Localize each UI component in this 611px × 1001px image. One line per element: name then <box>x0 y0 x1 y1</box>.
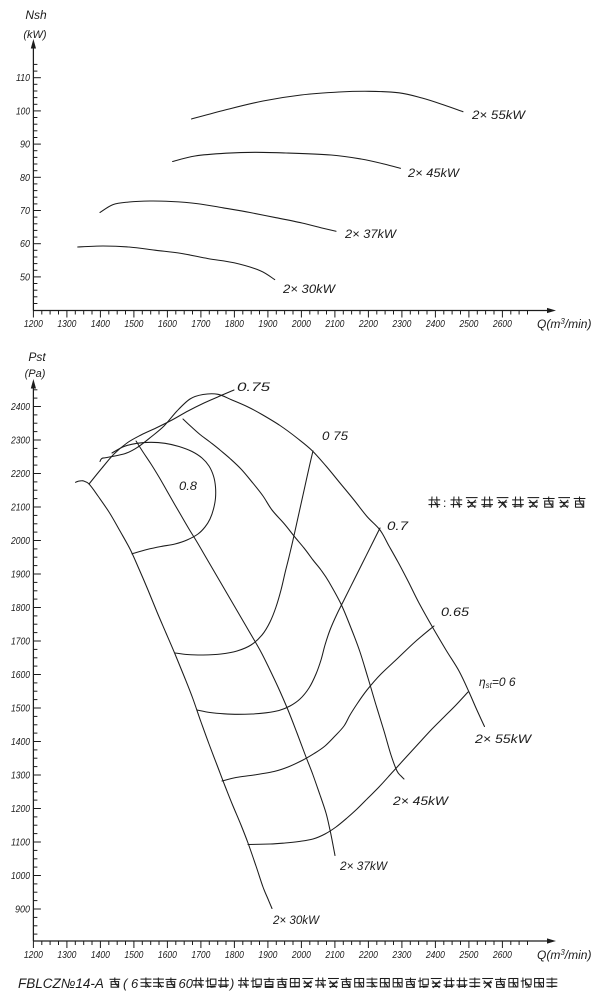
svg-text:2300: 2300 <box>10 435 30 447</box>
svg-text:1200: 1200 <box>11 803 30 815</box>
svg-text:2100: 2100 <box>10 502 30 514</box>
svg-text:1500: 1500 <box>124 949 143 961</box>
svg-text::: : <box>443 496 446 510</box>
svg-text:2× 55kW: 2× 55kW <box>471 108 527 122</box>
svg-text:2× 55kW: 2× 55kW <box>474 732 533 746</box>
svg-text:2× 37kW: 2× 37kW <box>344 227 398 241</box>
svg-text:): ) <box>228 976 234 991</box>
svg-text:1800: 1800 <box>225 318 244 330</box>
svg-text:2400: 2400 <box>425 318 445 330</box>
svg-text:(kW): (kW) <box>23 29 47 41</box>
svg-text:2× 45kW: 2× 45kW <box>407 166 461 180</box>
svg-text:1400: 1400 <box>91 318 110 330</box>
svg-text:2400: 2400 <box>10 401 30 413</box>
svg-text:0.75: 0.75 <box>237 380 270 394</box>
svg-text:90: 90 <box>20 139 30 151</box>
svg-text:0 75: 0 75 <box>322 429 348 443</box>
svg-text:1700: 1700 <box>11 636 30 648</box>
svg-text:1600: 1600 <box>158 318 177 330</box>
svg-text:2600: 2600 <box>492 318 512 330</box>
svg-text:2300: 2300 <box>392 318 412 330</box>
svg-text:2000: 2000 <box>10 535 30 547</box>
svg-text:1500: 1500 <box>124 318 143 330</box>
svg-text:1500: 1500 <box>11 703 30 715</box>
svg-text:1000: 1000 <box>11 870 30 882</box>
svg-text:100: 100 <box>16 105 30 117</box>
svg-text:Q(m3/min): Q(m3/min) <box>537 317 591 331</box>
svg-text:2500: 2500 <box>459 318 479 330</box>
svg-text:0.7: 0.7 <box>387 519 410 533</box>
svg-text:2100: 2100 <box>325 949 345 961</box>
svg-text:1300: 1300 <box>57 949 76 961</box>
svg-text:80: 80 <box>20 172 30 184</box>
svg-text:2200: 2200 <box>358 318 378 330</box>
svg-text:2100: 2100 <box>325 318 345 330</box>
svg-text:2× 37kW: 2× 37kW <box>339 859 389 873</box>
svg-text:70: 70 <box>20 205 30 217</box>
svg-text:1600: 1600 <box>158 949 177 961</box>
svg-text:1300: 1300 <box>57 318 76 330</box>
svg-text:0.8: 0.8 <box>179 479 197 493</box>
svg-text:1200: 1200 <box>24 949 43 961</box>
svg-text:1800: 1800 <box>225 949 244 961</box>
svg-text:FBLCZ№14-A: FBLCZ№14-A <box>18 976 104 991</box>
svg-text:900: 900 <box>15 904 30 916</box>
svg-text:50: 50 <box>20 271 30 283</box>
svg-text:ηst=0 6: ηst=0 6 <box>479 675 516 690</box>
svg-text:1800: 1800 <box>11 602 30 614</box>
svg-text:0.65: 0.65 <box>441 605 469 619</box>
svg-text:1400: 1400 <box>11 736 30 748</box>
svg-text:60: 60 <box>20 238 30 250</box>
svg-text:1300: 1300 <box>11 770 30 782</box>
svg-text:2000: 2000 <box>291 318 311 330</box>
svg-text:2300: 2300 <box>392 949 412 961</box>
svg-text:1900: 1900 <box>11 569 30 581</box>
svg-text:2× 45kW: 2× 45kW <box>392 794 450 808</box>
svg-text:1400: 1400 <box>91 949 110 961</box>
svg-text:2600: 2600 <box>492 949 512 961</box>
svg-text:2200: 2200 <box>358 949 378 961</box>
svg-text:1600: 1600 <box>11 669 30 681</box>
svg-text:(Pa): (Pa) <box>25 368 46 380</box>
svg-text:1900: 1900 <box>258 949 277 961</box>
svg-text:2400: 2400 <box>425 949 445 961</box>
svg-text:2500: 2500 <box>459 949 479 961</box>
svg-text:2× 30kW: 2× 30kW <box>282 282 337 296</box>
svg-text:Nsh: Nsh <box>25 8 47 22</box>
svg-text:1700: 1700 <box>191 318 210 330</box>
svg-text:( 6: ( 6 <box>123 976 139 991</box>
svg-text:60: 60 <box>179 976 194 991</box>
svg-text:1700: 1700 <box>191 949 210 961</box>
svg-text:2000: 2000 <box>291 949 311 961</box>
svg-text:Q(m3/min): Q(m3/min) <box>537 948 591 962</box>
svg-text:1100: 1100 <box>11 837 30 849</box>
svg-text:110: 110 <box>16 72 30 84</box>
svg-text:2200: 2200 <box>10 468 30 480</box>
svg-text:1900: 1900 <box>258 318 277 330</box>
svg-text:1200: 1200 <box>24 318 43 330</box>
svg-text:Pst: Pst <box>28 350 46 364</box>
svg-text:2× 30kW: 2× 30kW <box>272 913 321 927</box>
